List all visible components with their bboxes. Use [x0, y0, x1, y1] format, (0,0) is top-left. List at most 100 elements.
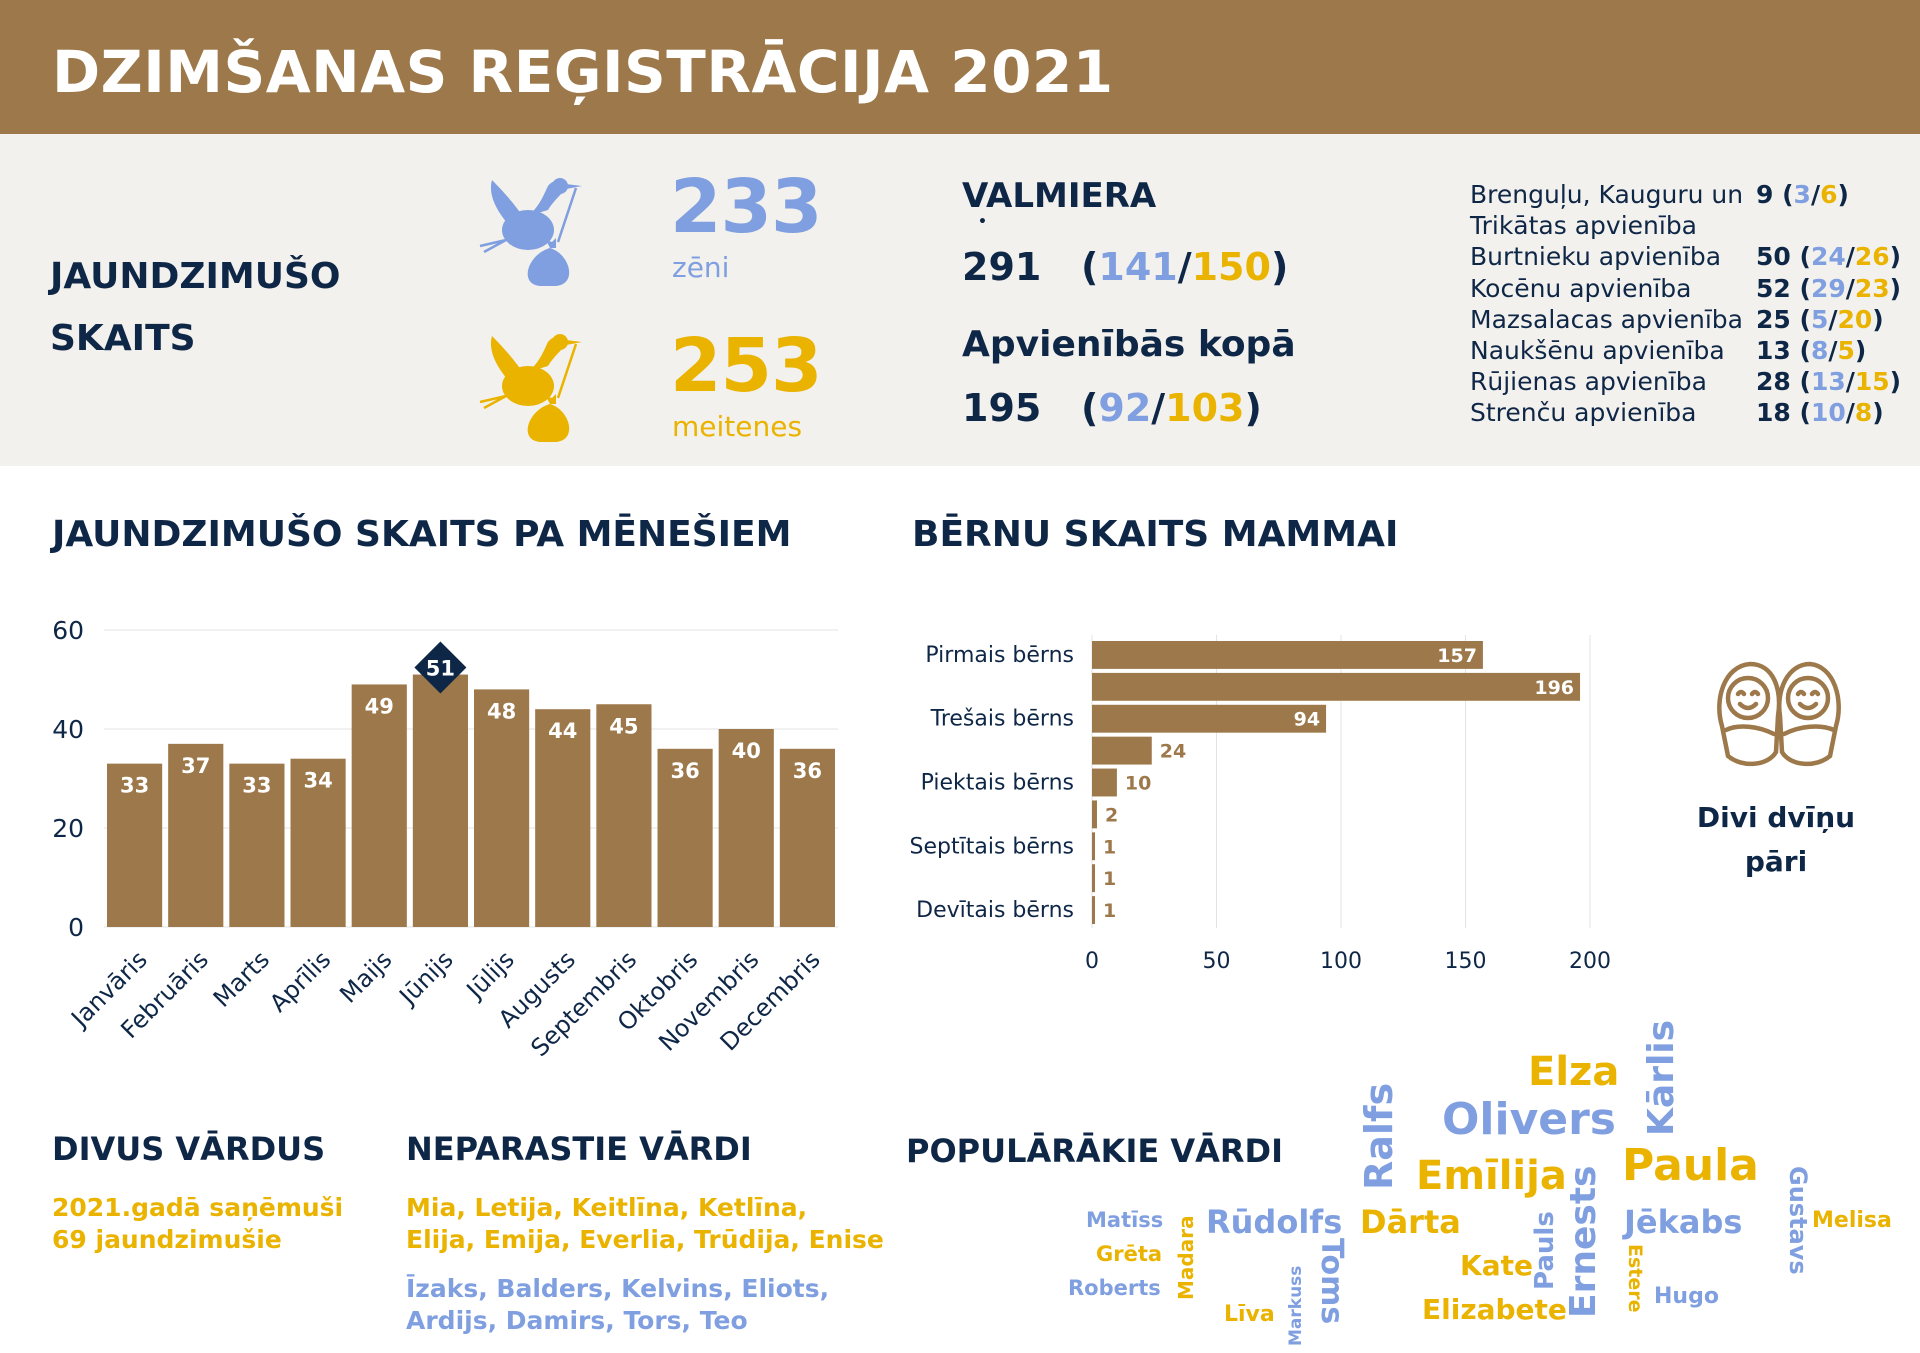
bar	[535, 709, 591, 927]
unusual-boy-names: Īzaks, Balders, Kelvins, Eliots, Ardijs,…	[406, 1273, 829, 1337]
monthly-chart-title: JAUNDZIMUŠO SKAITS PA MĒNEŠIEM	[52, 514, 792, 555]
municipality-list: Brenguļu, Kauguru un 9 (3/6) Trikātas ap…	[1470, 180, 1910, 430]
text-line: Īzaks, Balders, Kelvins, Eliots,	[406, 1274, 830, 1303]
data-label: 33	[242, 774, 271, 798]
word-cloud-word: Ralfs	[1357, 1082, 1401, 1190]
municipality-name: Brenguļu, Kauguru un	[1470, 180, 1744, 209]
word-cloud-word: Kārlis	[1641, 1019, 1682, 1136]
word-cloud-word: Līva	[1224, 1302, 1275, 1327]
bar	[657, 748, 713, 927]
municipalities-girls: 103	[1165, 386, 1245, 430]
text-line: 2021.gadā saņēmuši	[52, 1193, 344, 1222]
data-label: 94	[1294, 709, 1320, 731]
municipality-name: Kocēnu apvienība	[1470, 273, 1692, 303]
data-label: 36	[670, 759, 699, 783]
municipality-count: 9 (3/6)	[1756, 180, 1849, 209]
y-tick-label: 0	[68, 913, 84, 942]
valmiera-total: 291	[962, 245, 1042, 289]
text-line: 69 jaundzimušie	[52, 1225, 282, 1254]
heading-line: JAUNDZIMUŠO	[50, 256, 341, 297]
word-cloud-word: Grēta	[1096, 1242, 1163, 1266]
y-tick-label: Piektais bērns	[921, 771, 1074, 796]
word-cloud-word: Jēkabs	[1624, 1203, 1743, 1241]
list-item: Rūjienas apvienība 28 (13/15)	[1470, 367, 1910, 398]
data-label: 45	[609, 714, 638, 738]
x-tick-label: 200	[1569, 949, 1611, 970]
x-tick-label: 0	[1085, 949, 1099, 970]
text-line: Mia, Letija, Keitlīna, Ketlīna,	[406, 1193, 808, 1222]
data-label: 37	[181, 754, 210, 778]
municipality-count: 25 (5/20)	[1756, 304, 1884, 334]
word-cloud-word: Olivers	[1442, 1094, 1616, 1145]
data-label: 40	[732, 739, 761, 763]
bar	[107, 763, 163, 927]
data-label: 1	[1103, 868, 1116, 890]
x-tick-label: 50	[1203, 949, 1231, 970]
word-cloud-word: Ernests	[1563, 1165, 1604, 1318]
twins-label-line: pāri	[1744, 845, 1808, 878]
municipality-name: Rūjienas apvienība	[1470, 367, 1707, 397]
word-cloud-word: Elizabete	[1422, 1293, 1567, 1326]
heading-line: SKAITS	[50, 318, 196, 359]
data-label: 34	[303, 769, 332, 793]
list-item: Naukšēnu apvienība 13 (8/5)	[1470, 336, 1910, 367]
word-cloud-word: Dārta	[1360, 1203, 1461, 1241]
children-chart-title: BĒRNU SKAITS MAMMAI	[912, 514, 1399, 555]
twins-label-line: Divi dvīņu	[1696, 801, 1856, 834]
municipality-name: Trikātas apvienība	[1470, 211, 1698, 241]
cedilla-mark: •	[978, 214, 987, 230]
municipality-count: 50 (24/26)	[1756, 242, 1902, 272]
valmiera-heading: VALMIERA	[962, 176, 1157, 216]
bar	[474, 689, 530, 927]
y-tick-label: 60	[52, 616, 84, 645]
municipality-count: 13 (8/5)	[1756, 335, 1867, 365]
bar	[718, 729, 774, 927]
two-names-text: 2021.gadā saņēmuši 69 jaundzimušie	[52, 1192, 343, 1256]
list-item: Brenguļu, Kauguru un 9 (3/6)	[1470, 180, 1910, 211]
word-cloud-word: Matīss	[1086, 1208, 1164, 1232]
x-tick-label: 100	[1320, 949, 1362, 970]
monthly-bar-chart: 020406033Janvāris37Februāris33Marts34Apr…	[52, 616, 838, 1062]
municipality-name: Burtnieku apvienība	[1470, 242, 1722, 272]
y-tick-label: 40	[52, 715, 84, 744]
data-label: 49	[365, 694, 394, 718]
word-cloud-word: Paula	[1622, 1140, 1759, 1191]
bar	[1092, 704, 1327, 733]
word-cloud-word: Madara	[1174, 1215, 1198, 1300]
data-label: 24	[1160, 741, 1186, 763]
list-item: Mazsalacas apvienība 25 (5/20)	[1470, 305, 1910, 336]
girls-label: meitenes	[672, 410, 803, 443]
bar	[1092, 864, 1095, 893]
municipality-name: Naukšēnu apvienība	[1470, 335, 1725, 365]
bar	[1092, 800, 1097, 829]
bar	[290, 758, 346, 927]
boys-label: zēni	[672, 251, 730, 284]
valmiera-girls: 150	[1191, 245, 1271, 289]
stork-icon	[479, 334, 582, 442]
word-cloud-word: Hugo	[1654, 1284, 1719, 1309]
valmiera-boys: 141	[1098, 245, 1178, 289]
data-label: 36	[793, 759, 822, 783]
word-cloud-word: Kate	[1460, 1249, 1533, 1282]
bar	[229, 763, 285, 927]
data-label: 44	[548, 719, 577, 743]
bar	[351, 684, 407, 927]
bar	[1092, 768, 1117, 797]
data-label: 33	[120, 774, 149, 798]
word-cloud-word: Estere	[1624, 1244, 1646, 1313]
word-cloud-word: Emīlija	[1416, 1153, 1567, 1199]
list-item: Burtnieku apvienība 50 (24/26)	[1470, 242, 1910, 273]
word-cloud-word: Gustavs	[1784, 1166, 1812, 1275]
twins-baby-icon	[1717, 661, 1841, 766]
bar	[1092, 832, 1095, 861]
children-bar-chart: 0 50 100 150 200 157 Pirmais bērns 196 94 Trešais…	[910, 635, 1611, 970]
word-cloud-word: Melisa	[1812, 1208, 1892, 1233]
list-item: Strenču apvienība 18 (10/8)	[1470, 398, 1910, 429]
y-tick-label: Trešais bērns	[930, 707, 1074, 732]
municipality-name: Strenču apvienība	[1470, 398, 1697, 428]
municipality-count: 28 (13/15)	[1756, 367, 1902, 397]
page-title: DZIMŠANAS REĢISTRĀCIJA 2021	[52, 38, 1114, 106]
y-tick-label: Devītais bērns	[916, 898, 1074, 923]
boys-count: 233	[670, 164, 822, 250]
bar	[412, 674, 468, 927]
